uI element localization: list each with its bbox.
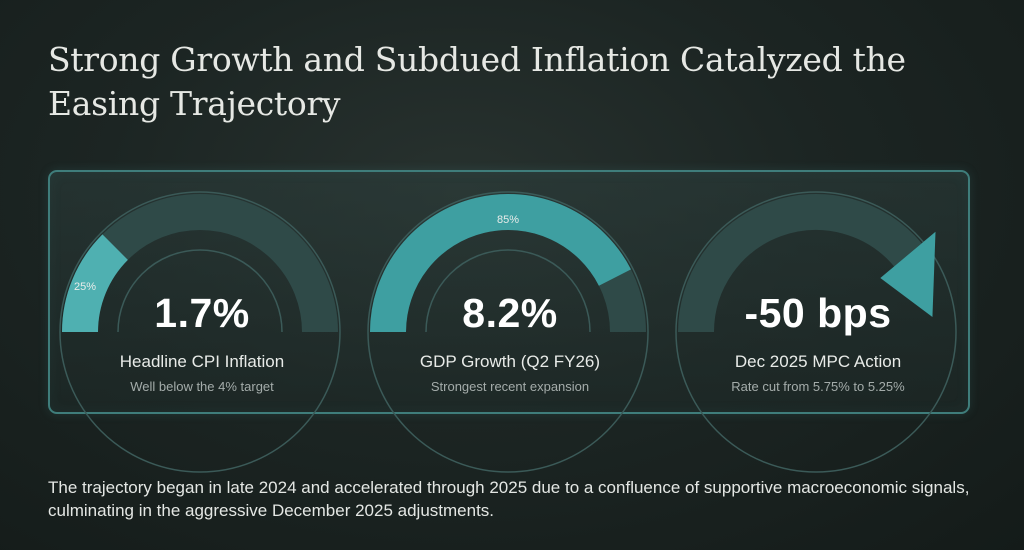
page-title: Strong Growth and Subdued Inflation Cata… <box>48 40 906 123</box>
gdp-gauge-inner-ring <box>425 249 591 333</box>
cpi-metric-card: 25% 1.7% Headline CPI Inflation Well bel… <box>52 172 352 473</box>
rate-cut-arc-track <box>678 194 922 333</box>
gdp-gauge-percent-label: 85% <box>497 214 519 226</box>
cpi-gauge: 25% <box>59 191 341 473</box>
mpc-label: Dec 2025 MPC Action <box>734 352 902 371</box>
mpc-sublabel: Rate cut from 5.75% to 5.25% <box>731 379 905 394</box>
rate-cut-arrow-gauge <box>675 191 957 473</box>
cpi-gauge-outer-ring <box>59 191 341 473</box>
gdp-gauge-fill <box>370 194 631 333</box>
cpi-gauge-fill <box>62 234 129 333</box>
gdp-label: GDP Growth (Q2 FY26) <box>419 352 601 371</box>
gdp-value: 8.2% <box>462 290 558 336</box>
gdp-gauge-outer-ring <box>367 191 649 473</box>
footer-text: The trajectory began in late 2024 and ac… <box>48 478 970 520</box>
cpi-gauge-inner-ring <box>117 249 283 333</box>
cpi-value: 1.7% <box>154 290 250 336</box>
rate-cut-arrow-icon <box>880 231 936 317</box>
gdp-sublabel: Strongest recent expansion <box>430 379 590 394</box>
rate-cut-outer-ring <box>675 191 957 473</box>
gdp-gauge: 85% <box>367 191 649 473</box>
mpc-value: -50 bps <box>744 290 892 336</box>
metrics-panel: 25% 1.7% Headline CPI Inflation Well bel… <box>48 170 970 473</box>
gdp-metric-card: 85% 8.2% GDP Growth (Q2 FY26) Strongest … <box>360 172 660 473</box>
mpc-metric-card: -50 bps Dec 2025 MPC Action Rate cut fro… <box>668 172 968 473</box>
cpi-sublabel: Well below the 4% target <box>130 379 274 394</box>
cpi-gauge-percent-label: 25% <box>74 281 96 293</box>
cpi-label: Headline CPI Inflation <box>119 352 285 371</box>
